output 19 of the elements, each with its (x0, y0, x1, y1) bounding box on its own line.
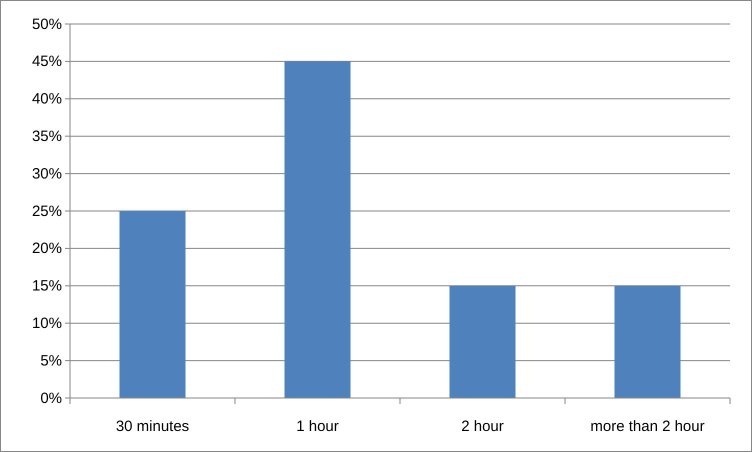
y-tick-label: 40% (32, 90, 62, 108)
y-tick-label: 5% (40, 352, 62, 370)
x-tick-label: more than 2 hour (590, 418, 705, 435)
y-tick-label: 15% (32, 278, 62, 295)
y-tick-label: 45% (32, 53, 62, 70)
bar (120, 211, 186, 398)
x-tick-label: 1 hour (296, 418, 339, 435)
bar (614, 286, 680, 398)
y-tick-label: 20% (32, 240, 62, 258)
bar (450, 286, 516, 398)
y-tick-label: 30% (32, 165, 62, 182)
y-tick-label: 0% (40, 390, 62, 407)
bar (284, 61, 350, 398)
y-tick-label: 35% (32, 128, 62, 145)
y-tick-label: 10% (32, 315, 62, 332)
y-tick-label: 50% (32, 16, 62, 33)
x-tick-label: 2 hour (461, 418, 504, 435)
x-tick-label: 30 minutes (116, 418, 190, 435)
y-tick-label: 25% (32, 202, 62, 220)
